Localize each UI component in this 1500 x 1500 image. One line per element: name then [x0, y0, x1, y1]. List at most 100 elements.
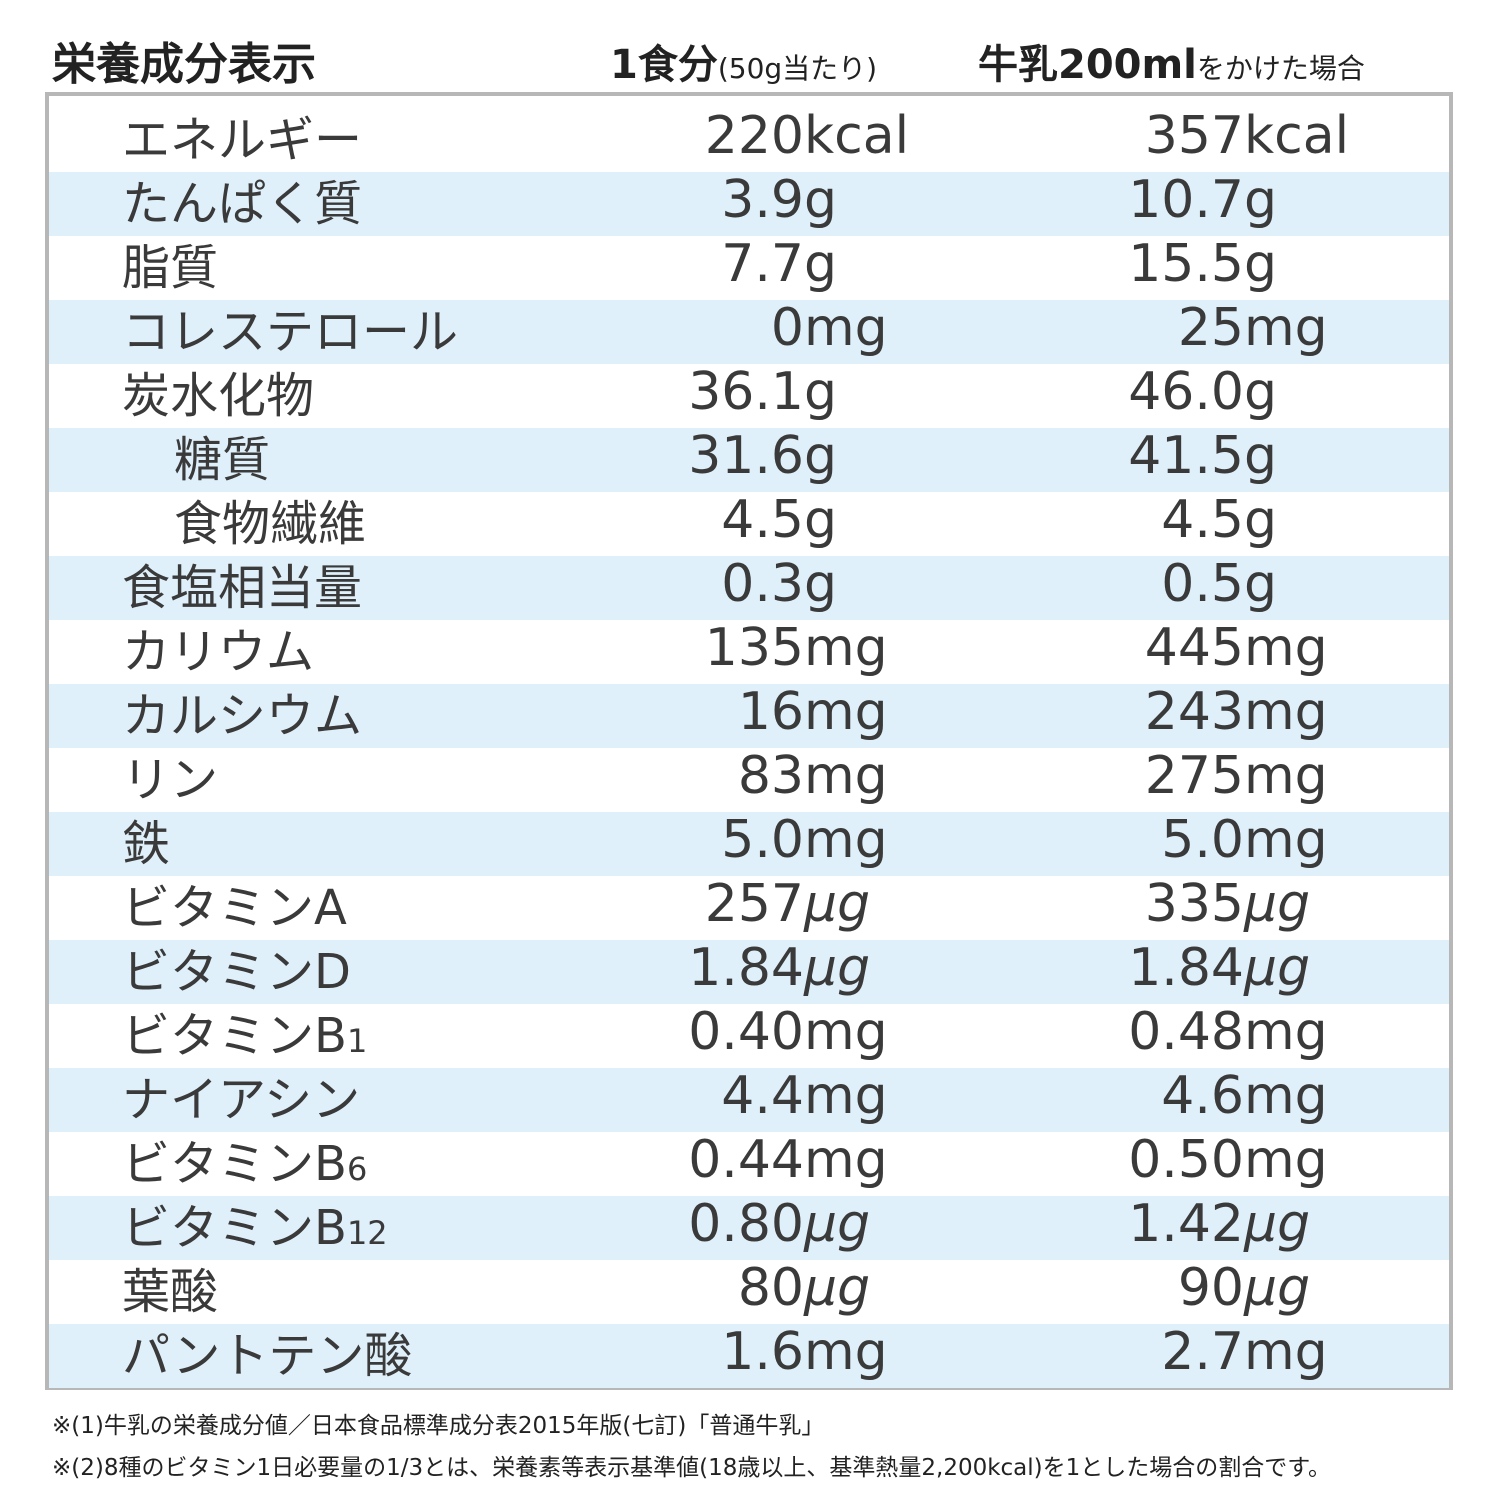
value-number: 0.80 [688, 1194, 804, 1254]
footnote: ※(1)牛乳の栄養成分値／日本食品標準成分表2015年版(七訂)「普通牛乳」 [52, 1413, 825, 1439]
name-text: 食塩相当量 [122, 560, 363, 616]
name-text: カルシウム [122, 688, 363, 744]
name-text: 食物繊維 [174, 496, 367, 552]
nutrient-name: 食塩相当量 [122, 556, 362, 620]
value-number: 0.3 [721, 554, 804, 614]
col2-main: 牛乳200ml [978, 42, 1197, 88]
value-unit: g [804, 234, 838, 294]
value-unit: mg [1244, 682, 1328, 742]
value-number: 357 [1144, 106, 1244, 166]
value-number: 5.0 [721, 810, 804, 870]
value-unit: mg [804, 1322, 888, 1382]
value-unit: mg [804, 682, 888, 742]
value-unit: g [1244, 362, 1278, 422]
name-text: ナイアシン [122, 1072, 361, 1128]
title: 栄養成分表示 [52, 39, 316, 90]
row-stripe [49, 428, 1449, 492]
value-unit: g [1244, 170, 1278, 230]
row-stripe [49, 300, 1449, 364]
row-stripe [49, 684, 1449, 748]
nutrient-name: たんぱく質 [122, 172, 362, 236]
nutrient-name: 脂質 [122, 236, 218, 300]
value-number: 135 [704, 618, 804, 678]
footnote: ※(2)8種のビタミン1日必要量の1/3とは、栄養素等表示基準値(18歳以上、基… [52, 1455, 1331, 1481]
nutrient-name: コレステロール [122, 300, 458, 364]
value-number: 90 [1177, 1258, 1244, 1318]
nutrient-name: ビタミンB1 [122, 1004, 367, 1068]
value-number: 0.44 [688, 1130, 804, 1190]
value-unit: mg [1244, 1002, 1328, 1062]
col2-header: 牛乳200mlをかけた場合 [978, 32, 1365, 90]
value-unit: mg [1244, 1066, 1328, 1126]
value-unit: g [804, 554, 838, 614]
nutrient-name: カリウム [122, 620, 314, 684]
nutrient-name: リン [122, 748, 218, 812]
value-number: 0.5 [1161, 554, 1244, 614]
table: エネルギー 220 kcal 357 kcal たんぱく質 3.9 g 10.7 g 脂質 7.7 g 1… [45, 92, 1453, 1390]
value-number: 257 [704, 874, 804, 934]
value-unit: mg [804, 746, 888, 806]
value-number: 0.50 [1128, 1130, 1244, 1190]
name-subscript: 6 [346, 1150, 368, 1188]
value-number: 1.42 [1128, 1194, 1244, 1254]
value-number: 41.5 [1128, 426, 1244, 486]
value-unit: kcal [804, 106, 910, 166]
value-number: 25 [1177, 298, 1244, 358]
name-text: ビタミンB [122, 1008, 347, 1064]
name-text: リン [122, 752, 219, 808]
col2-sub: をかけた場合 [1196, 52, 1365, 85]
row-stripe [49, 1068, 1449, 1132]
name-text: ビタミンA [122, 880, 347, 936]
nutrient-name: ビタミンB12 [122, 1196, 388, 1260]
value-number: 243 [1144, 682, 1244, 742]
value-number: 3.9 [721, 170, 804, 230]
value-unit: mg [804, 1066, 888, 1126]
name-text: 炭水化物 [122, 368, 315, 424]
value-unit: μg [1244, 874, 1311, 934]
value-number: 4.5 [721, 490, 804, 550]
value-unit: mg [1244, 810, 1328, 870]
value-unit: g [804, 362, 838, 422]
value-number: 0.40 [688, 1002, 804, 1062]
value-number: 0.48 [1128, 1002, 1244, 1062]
name-text: エネルギー [122, 112, 363, 168]
value-unit: μg [804, 1258, 871, 1318]
nutrient-name: ナイアシン [122, 1068, 360, 1132]
value-number: 15.5 [1128, 234, 1244, 294]
value-unit: mg [1244, 618, 1328, 678]
value-unit: g [1244, 554, 1278, 614]
value-unit: μg [804, 874, 871, 934]
value-unit: mg [804, 1130, 888, 1190]
nutrient-name: ビタミンB6 [122, 1132, 367, 1196]
row-stripe [49, 940, 1449, 1004]
nutrient-name: エネルギー [122, 108, 362, 172]
name-text: ビタミンB [122, 1200, 347, 1256]
value-unit: mg [1244, 1322, 1328, 1382]
value-number: 1.84 [1128, 938, 1244, 998]
value-unit: μg [804, 1194, 871, 1254]
value-unit: mg [804, 1002, 888, 1062]
name-subscript: 1 [346, 1022, 368, 1060]
nutrient-name: 葉酸 [122, 1260, 218, 1324]
name-text: カリウム [122, 624, 315, 680]
col1-sub: (50g当たり) [717, 52, 878, 85]
nutrient-name: カルシウム [122, 684, 362, 748]
value-unit: g [804, 426, 838, 486]
value-unit: g [804, 490, 838, 550]
value-unit: kcal [1244, 106, 1350, 166]
value-number: 1.84 [688, 938, 804, 998]
row-stripe [49, 1196, 1449, 1260]
value-unit: g [804, 170, 838, 230]
value-unit: mg [804, 618, 888, 678]
value-unit: g [1244, 426, 1278, 486]
value-number: 10.7 [1128, 170, 1244, 230]
value-number: 36.1 [688, 362, 804, 422]
value-unit: mg [804, 810, 888, 870]
name-text: ビタミンB [122, 1136, 347, 1192]
name-text: 脂質 [122, 240, 219, 296]
value-number: 7.7 [721, 234, 804, 294]
value-unit: g [1244, 490, 1278, 550]
nutrient-name: 鉄 [122, 812, 170, 876]
row-stripe [49, 1324, 1449, 1388]
